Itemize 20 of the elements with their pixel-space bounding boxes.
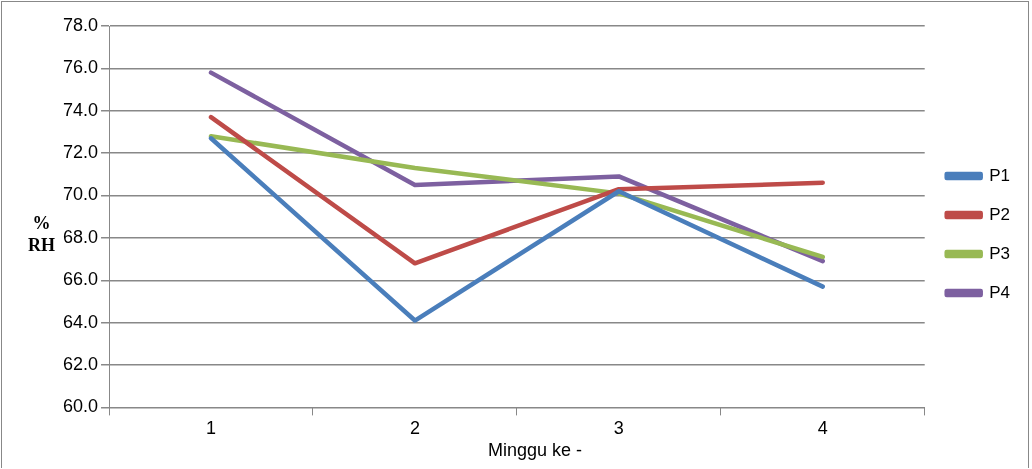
y-tick-label: 66.0 xyxy=(62,269,99,290)
y-tick-label: 76.0 xyxy=(62,57,99,78)
y-tick-label: 64.0 xyxy=(62,311,99,332)
legend-label: P2 xyxy=(989,204,1010,224)
y-tick-label: 62.0 xyxy=(62,353,99,374)
y-tick-label: 74.0 xyxy=(62,99,99,120)
x-tick-label: 4 xyxy=(817,418,828,439)
y-tick-label: 78.0 xyxy=(62,14,99,35)
y-tick-label: 70.0 xyxy=(62,184,99,205)
x-tick-label: 1 xyxy=(205,418,216,439)
x-tick-label: 3 xyxy=(613,418,624,439)
y-tick-label: 68.0 xyxy=(62,226,99,247)
y-tick-label: 72.0 xyxy=(62,142,99,163)
legend-label: P1 xyxy=(989,165,1010,185)
x-axis-title: Minggu ke - xyxy=(488,440,583,461)
y-axis-title: % RH xyxy=(28,212,55,256)
y-tick-label: 60.0 xyxy=(62,396,99,417)
legend-label: P3 xyxy=(989,243,1010,263)
legend-label: P4 xyxy=(989,282,1010,302)
x-tick-label: 2 xyxy=(409,418,420,439)
